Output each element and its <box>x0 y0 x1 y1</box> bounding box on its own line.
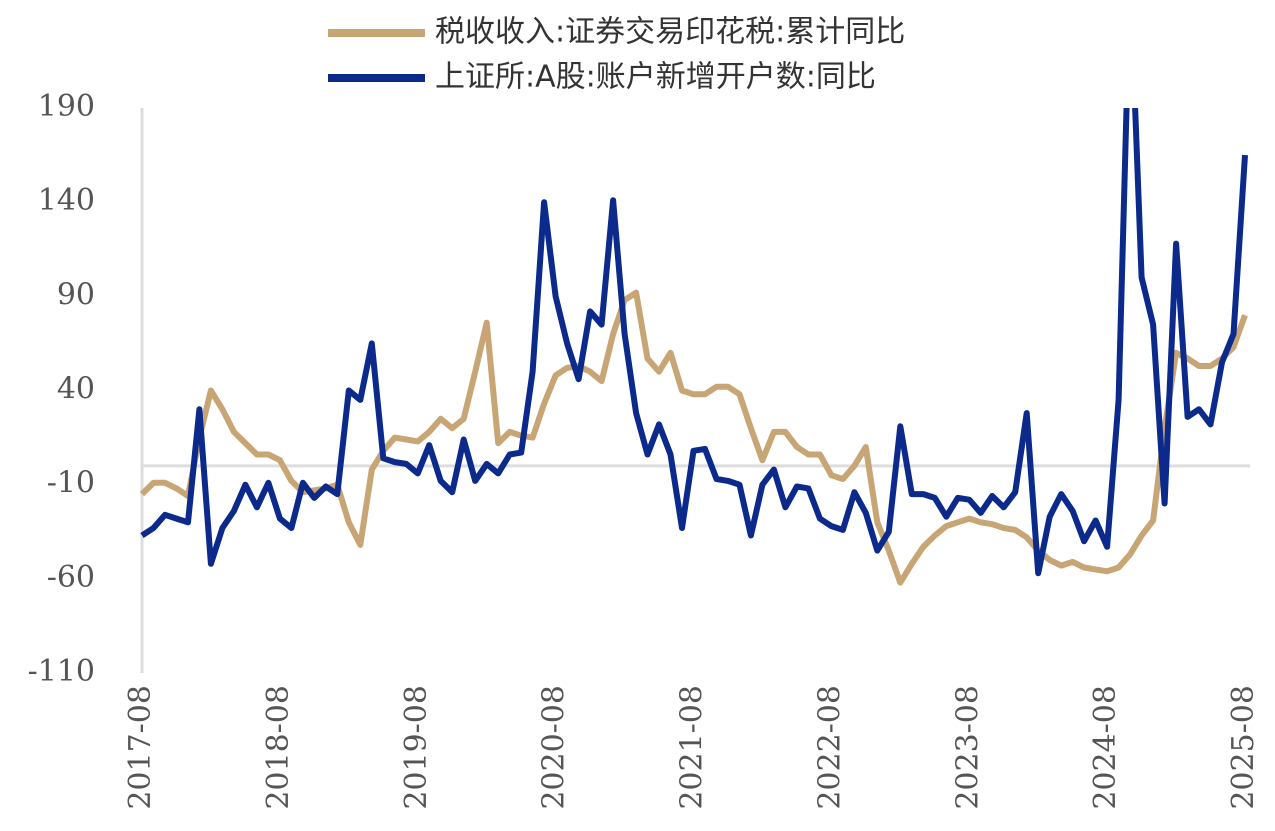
y-tick-label: 140 <box>38 183 95 218</box>
x-tick-label: 2020-08 <box>537 685 572 810</box>
y-tick-label: 190 <box>38 89 95 124</box>
legend-label: 上证所:A股:账户新增开户数:同比 <box>435 60 876 95</box>
x-tick-label: 2017-08 <box>123 685 158 810</box>
x-tick-label: 2019-08 <box>399 685 434 810</box>
series-line <box>139 289 1248 586</box>
x-tick-label: 2018-08 <box>261 685 296 810</box>
y-tick-label: 40 <box>57 372 95 407</box>
x-tick-label: 2023-08 <box>950 685 985 810</box>
y-tick-label: 90 <box>57 277 95 312</box>
x-tick-label: 2021-08 <box>675 685 710 810</box>
y-tick-label: -60 <box>47 560 95 595</box>
x-tick-label: 2025-08 <box>1226 685 1261 810</box>
x-tick-label: 2024-08 <box>1088 685 1123 810</box>
y-tick-label: -10 <box>47 466 95 501</box>
y-tick-label: -110 <box>28 654 95 689</box>
x-tick-label: 2022-08 <box>812 685 847 810</box>
series-line <box>140 108 1248 577</box>
legend-label: 税收收入:证券交易印花税:累计同比 <box>435 15 905 50</box>
